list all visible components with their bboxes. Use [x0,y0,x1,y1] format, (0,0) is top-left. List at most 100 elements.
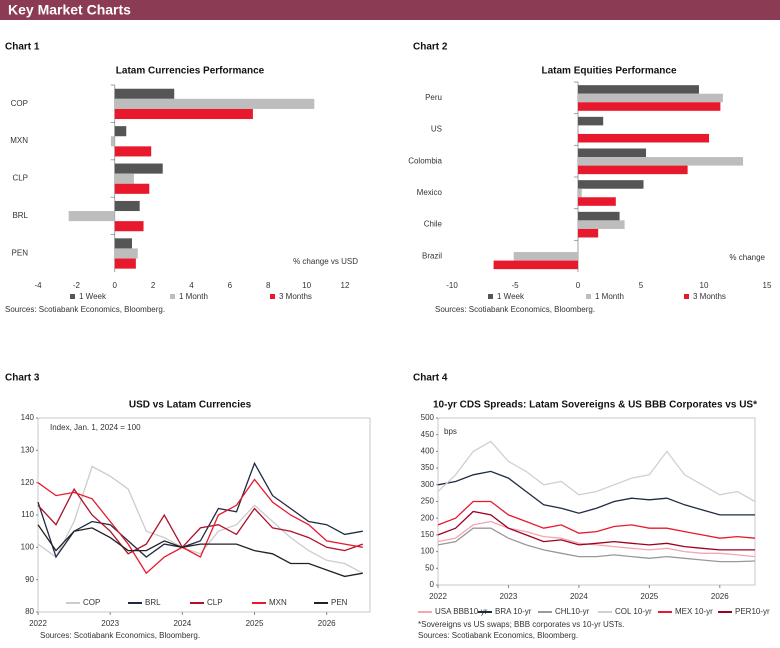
y-tick-label: 100 [421,547,435,556]
legend-label: COP [83,598,100,607]
x-tick-label: 12 [341,281,350,290]
legend-label: MEX 10-yr [675,607,713,616]
bar [493,260,578,270]
bar [578,165,688,175]
legend-label: 1 Month [179,292,208,301]
x-tick-label: 10 [700,281,709,290]
legend-swatch [270,294,275,299]
bar [578,148,647,158]
bar [578,85,699,94]
bar [114,98,315,109]
legend-swatch [170,294,175,299]
bar [578,133,710,143]
series-line [437,470,755,516]
x-tick-label: 0 [113,281,118,290]
chart-title: 10-yr CDS Spreads: Latam Sovereigns & US… [433,400,757,411]
x-tick-label: -5 [511,281,519,290]
x-tick-label: 0 [576,281,581,290]
series-line [37,524,363,578]
y-tick-label: 110 [21,510,34,519]
series-line [437,527,756,563]
series-line [37,461,363,559]
source: Sources: Scotiabank Economics, Bloomberg… [435,305,595,314]
x-tick-label: 2023 [101,619,119,628]
annotation: Index, Jan. 1, 2024 = 100 [50,423,141,432]
chart-title: USD vs Latam Currencies [129,400,252,411]
bar [114,183,150,194]
bar [578,102,721,111]
bar [114,173,134,184]
legend-label: BRL [145,598,161,607]
x-tick-label: 2023 [500,592,518,601]
y-tick-label: PEN [12,248,29,257]
bar [114,258,136,269]
x-tick-label: 6 [228,281,233,290]
bar [578,157,744,166]
x-tick-label: 15 [763,281,772,290]
y-tick-label: MXN [10,136,28,145]
plot-frame [37,417,371,613]
legend-label: USA BBB10-yr [435,607,488,616]
bar [114,88,175,99]
y-tick-label: 500 [421,413,435,422]
bar [114,200,140,212]
y-tick-label: BRL [12,211,28,220]
y-tick-label: Chile [424,220,443,229]
source: Sources: Scotiabank Economics, Bloomberg… [5,305,165,314]
y-tick-label: 200 [421,513,435,522]
y-tick-label: 350 [421,463,435,472]
chart-label: Chart 4 [413,373,448,384]
y-tick-label: 90 [25,575,34,584]
bar [114,146,152,157]
series-line [37,487,364,555]
legend-label: CHL10-yr [555,607,590,616]
legend-label: BRA 10-yr [495,607,532,616]
x-tick-label: -10 [446,281,458,290]
bar [578,180,644,189]
legend-swatch [684,294,689,299]
legend-label: CLP [207,598,223,607]
bar [114,163,163,174]
annotation: % change [729,253,765,262]
bar [513,252,578,261]
series-line [37,465,364,574]
x-tick-label: 2025 [640,592,658,601]
y-tick-label: US [431,125,442,134]
chart-title: Latam Equities Performance [541,66,676,77]
bar [578,116,604,126]
y-tick-label: 150 [421,530,435,539]
x-tick-label: 2026 [711,592,729,601]
legend-label: 3 Months [693,292,726,301]
x-tick-label: 2022 [29,619,47,628]
legend-label: 3 Months [279,292,312,301]
bar [578,197,616,206]
y-tick-label: 130 [21,445,35,454]
y-tick-label: 300 [421,480,435,489]
chart-label: Chart 2 [413,42,448,53]
x-tick-label: 2024 [570,592,588,601]
x-tick-label: 2024 [173,619,191,628]
bar [114,221,144,232]
y-tick-label: 50 [425,563,434,572]
series-line [437,510,755,551]
y-tick-label: 120 [21,478,35,487]
chart-label: Chart 1 [5,42,40,53]
bar [114,248,138,259]
chart-title: Latam Currencies Performance [116,66,265,77]
annotation: % change vs USD [293,257,358,266]
chart-label: Chart 3 [5,373,40,384]
bar [578,228,599,238]
series-line [437,440,756,503]
x-tick-label: 8 [266,281,271,290]
legend-label: COL 10-yr [615,607,652,616]
legend-swatch [586,294,591,299]
y-tick-label: Colombia [408,156,442,165]
y-tick-label: 250 [421,497,435,506]
series-line [437,500,756,539]
legend-label: 1 Week [79,292,107,301]
bar [68,211,115,222]
x-tick-label: -2 [73,281,81,290]
x-tick-label: 2026 [318,619,336,628]
x-tick-label: 2022 [429,592,447,601]
